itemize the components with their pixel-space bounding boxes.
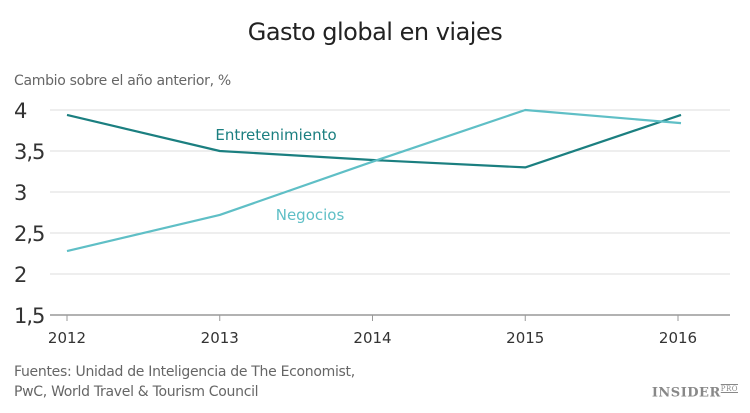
source-line-2: PwC, World Travel & Tourism Council <box>14 384 259 400</box>
y-tick-label: 1,5 <box>14 304 44 328</box>
series-line-entretenimiento <box>66 113 682 169</box>
series-line-negocios <box>66 108 682 253</box>
y-tick-label: 3 <box>14 181 26 205</box>
y-tick-label: 2 <box>14 263 26 287</box>
x-tick-label: 2013 <box>201 329 239 347</box>
series-label-negocios: Negocios <box>276 206 345 224</box>
y-tick-label: 4 <box>14 99 27 123</box>
y-axis-label: Cambio sobre el año anterior, % <box>14 73 231 89</box>
y-tick-label: 3,5 <box>14 140 44 164</box>
y-tick-label: 2,5 <box>14 222 44 246</box>
x-tick-label: 2012 <box>48 329 86 347</box>
source-line-1: Fuentes: Unidad de Inteligencia de The E… <box>14 364 355 380</box>
series-label-entretenimiento: Entretenimiento <box>215 126 336 144</box>
insider-pro-logo: INSIDERPRO <box>652 385 738 400</box>
x-tick-label: 2014 <box>353 329 391 347</box>
logo-sup: PRO <box>720 385 738 393</box>
chart-title: Gasto global en viajes <box>247 18 503 46</box>
x-tick-label: 2015 <box>506 329 544 347</box>
source-note: Fuentes: Unidad de Inteligencia de The E… <box>14 362 355 402</box>
logo-text: INSIDER <box>651 385 721 401</box>
x-tick-label: 2016 <box>659 329 697 347</box>
